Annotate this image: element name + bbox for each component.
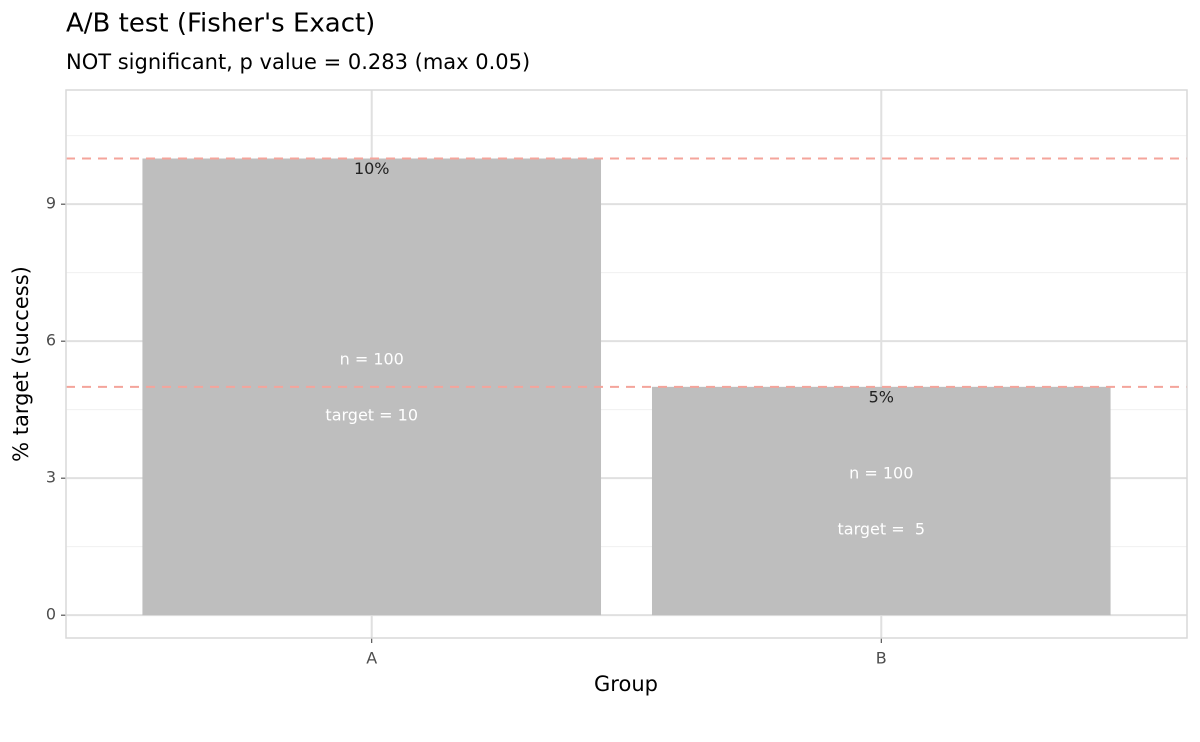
x-tick-label: B [876,649,887,668]
chart-title: A/B test (Fisher's Exact) [66,9,375,39]
y-tick-label: 3 [46,468,56,487]
y-tick-label: 0 [46,605,56,624]
n-label: n = 100 [849,464,913,483]
n-label: n = 100 [340,349,404,368]
y-axis-label: % target (success) [9,266,33,462]
chart-subtitle: NOT significant, p value = 0.283 (max 0.… [66,50,530,74]
target-label: target = 10 [325,405,418,424]
bar [651,386,1111,616]
value-label: 10% [354,159,390,178]
x-axis-label: Group [594,672,658,696]
x-tick-label: A [366,649,377,668]
y-tick-label: 9 [46,194,56,213]
y-tick-label: 6 [46,331,56,350]
target-label: target = 5 [838,520,926,539]
panel-border [65,89,1188,639]
value-label: 5% [869,387,894,406]
